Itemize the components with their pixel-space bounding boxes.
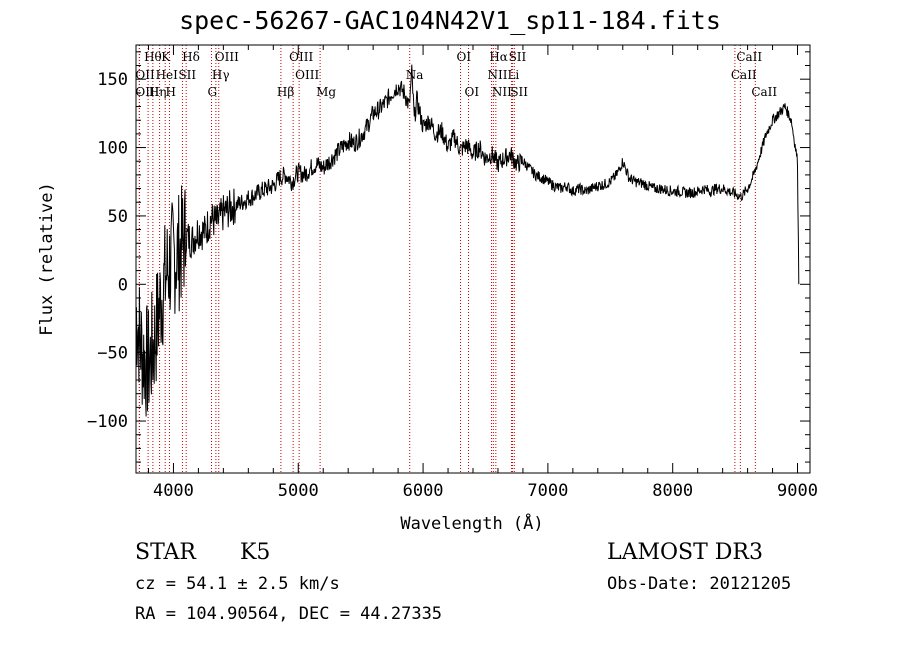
- radial-velocity: cz = 54.1 ± 2.5 km/s: [135, 574, 340, 594]
- line-label: H: [165, 85, 175, 99]
- chart-title: spec-56267-GAC104N42V1_sp11-184.fits: [179, 6, 721, 35]
- x-tick-label: 7000: [527, 481, 568, 501]
- spectrum-series: [135, 64, 800, 417]
- x-tick-label: 5000: [278, 481, 319, 501]
- observation-date: Obs-Date: 20121205: [607, 574, 792, 594]
- line-label: K: [161, 50, 171, 64]
- line-label: Li: [507, 68, 519, 82]
- axis-ticks: 4000 5000 6000 7000 8000 9000 −100 −50 0 50 100 150: [87, 45, 818, 501]
- line-label: CaII: [751, 85, 777, 99]
- line-label: HeI: [156, 68, 179, 82]
- line-label: CaII: [736, 50, 762, 64]
- line-label: Hδ: [182, 50, 200, 64]
- line-label: Hβ: [277, 85, 294, 99]
- x-tick-label: 8000: [652, 481, 693, 501]
- y-tick-label: −100: [87, 412, 128, 432]
- line-label: Hθ: [144, 50, 162, 64]
- y-tick-label: 0: [118, 275, 128, 295]
- line-label: OIII: [215, 50, 239, 64]
- x-tick-label: 9000: [777, 481, 818, 501]
- line-label: OIII: [295, 68, 319, 82]
- spectrum-line: [135, 64, 800, 417]
- plot-frame: [135, 44, 811, 474]
- line-label: SII: [178, 68, 196, 82]
- y-axis-label: Flux (relative): [37, 182, 57, 336]
- line-label: CaII: [731, 68, 757, 82]
- x-tick-label: 4000: [153, 481, 194, 501]
- x-axis-label: Wavelength (Å): [400, 512, 543, 534]
- y-tick-label: 100: [97, 139, 128, 159]
- line-label: Mg: [316, 85, 336, 99]
- line-label: NII: [487, 68, 507, 82]
- line-label: OIII: [289, 50, 313, 64]
- line-label: OIII: [135, 85, 159, 99]
- y-tick-label: −50: [97, 344, 128, 364]
- y-tick-label: 50: [108, 207, 128, 227]
- object-class: STAR: [135, 540, 196, 565]
- line-label: Na: [406, 68, 424, 82]
- line-label: OI: [465, 85, 480, 99]
- y-tick-label: 150: [97, 70, 128, 90]
- x-tick-label: 6000: [403, 481, 444, 501]
- line-label: Hα: [489, 50, 508, 64]
- line-label: OI: [457, 50, 472, 64]
- object-subclass: K5: [240, 540, 271, 565]
- line-label: SII: [510, 85, 528, 99]
- line-label: OII: [135, 68, 155, 82]
- line-label: Hη: [149, 85, 167, 99]
- line-label: NII: [492, 85, 512, 99]
- line-label: Hγ: [212, 68, 230, 82]
- emission-line-markers: [138, 45, 756, 473]
- survey-name: LAMOST DR3: [607, 540, 763, 565]
- line-label: G: [208, 85, 218, 99]
- coordinates: RA = 104.90564, DEC = 44.27335: [135, 604, 443, 624]
- line-label: SII: [509, 50, 527, 64]
